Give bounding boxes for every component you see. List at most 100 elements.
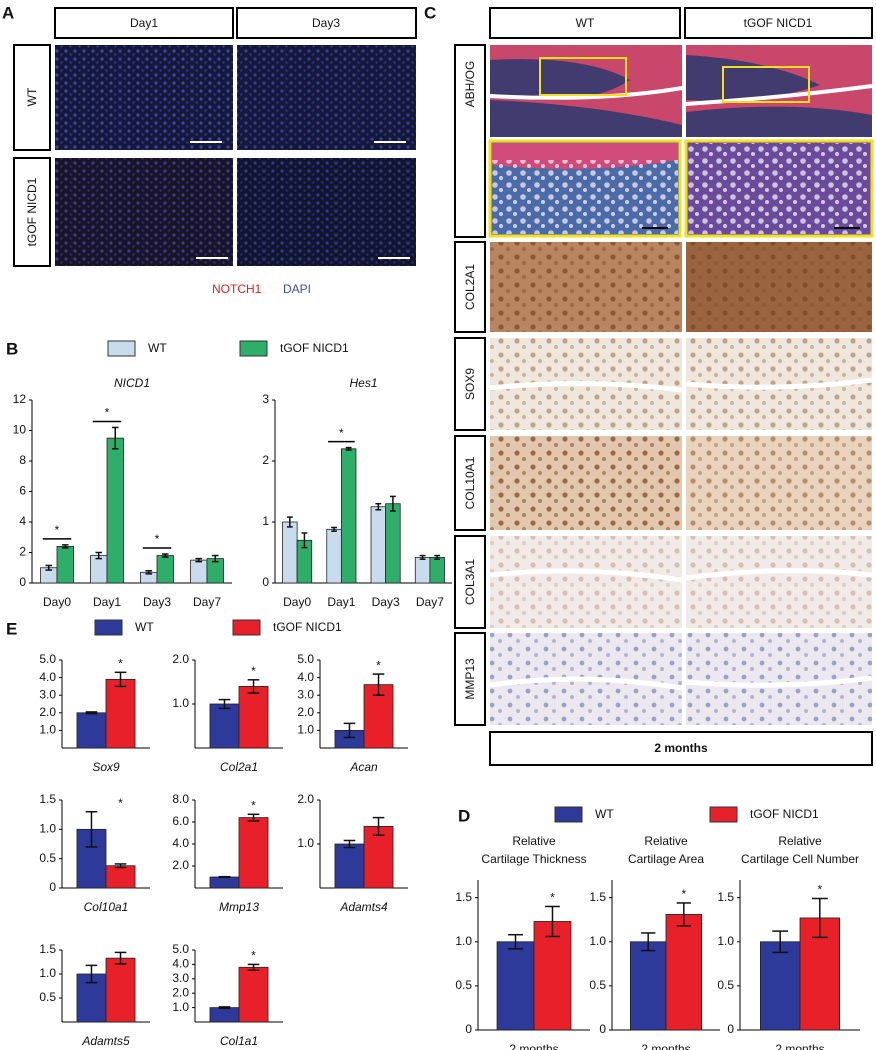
header-box <box>236 7 417 39</box>
significance: * <box>681 887 686 901</box>
micrograph <box>237 158 416 266</box>
y-tick-label: 8.0 <box>172 792 189 806</box>
micrograph <box>492 160 678 234</box>
x-tick-label: Day0 <box>43 595 71 609</box>
y-tick-label: 0 <box>727 1022 734 1036</box>
micrograph <box>686 55 872 137</box>
y-tick-label: 0.5 <box>39 851 56 865</box>
y-tick-label: 0 <box>19 575 26 589</box>
bar <box>370 506 387 584</box>
y-tick-label: 3.0 <box>39 687 56 701</box>
plot-title: Cartilage Thickness <box>481 852 586 866</box>
y-tick-label: 10 <box>13 423 27 437</box>
y-tick-label: 2.0 <box>297 705 314 719</box>
y-tick-label: 4.0 <box>172 836 189 850</box>
header-box <box>54 7 234 39</box>
row-box <box>454 535 486 629</box>
plot-title: NICD1 <box>114 376 150 390</box>
row-header: COL3A1 <box>463 559 477 605</box>
x-tick-label: 2 months <box>509 1042 558 1050</box>
bar <box>282 521 298 584</box>
y-tick-label: 8 <box>19 453 26 467</box>
bar <box>76 712 107 749</box>
bar <box>385 503 401 584</box>
significance: * <box>118 656 123 670</box>
bar <box>56 546 74 584</box>
significance: * <box>251 664 256 678</box>
micrograph <box>686 436 872 530</box>
y-tick-label: 1.5 <box>455 890 472 904</box>
x-tick-label: Day7 <box>416 595 444 609</box>
significance: * <box>550 891 555 905</box>
x-tick-label: Sox9 <box>92 760 120 774</box>
y-tick-label: 1.0 <box>717 934 734 948</box>
bar <box>326 528 342 584</box>
charts: B WT tGOF NICD1NICD1024681012Day0*Day1*Day… <box>6 339 860 1050</box>
y-tick-label: 1.0 <box>297 836 314 850</box>
micrograph <box>686 242 872 332</box>
legend-swatch <box>554 806 583 823</box>
bar <box>496 941 535 1031</box>
row-header: COL10A1 <box>463 456 477 509</box>
legend-label: tGOF NICD1 <box>750 807 819 821</box>
y-tick-label: 1.0 <box>297 723 314 737</box>
y-tick-label: 12 <box>13 392 27 406</box>
row-header: MMP13 <box>463 658 477 700</box>
y-tick-label: 2.0 <box>172 652 189 666</box>
y-tick-label: 2 <box>262 453 269 467</box>
bar <box>363 684 394 749</box>
panel-label: E <box>6 619 17 638</box>
micrograph <box>489 86 683 100</box>
panel-c: WT tGOF NICD1 ABH/OG COL2A1 SOX9 COL10A1… <box>454 7 874 766</box>
x-tick-label: Day3 <box>372 595 400 609</box>
y-tick-label: 0 <box>465 1022 472 1036</box>
y-tick-label: 0.5 <box>589 978 606 992</box>
row-box <box>13 157 51 267</box>
y-tick-label: 0.5 <box>717 978 734 992</box>
panel-label: B <box>6 339 18 358</box>
y-tick-label: 2.0 <box>39 705 56 719</box>
plot-title: Relative <box>644 834 688 848</box>
row-box <box>454 435 486 531</box>
x-tick-label: Day0 <box>283 595 311 609</box>
y-tick-label: 4 <box>19 514 26 528</box>
significance: * <box>251 949 256 963</box>
y-tick-label: 1 <box>262 514 269 528</box>
footer-box <box>489 731 873 766</box>
significance: * <box>376 658 381 672</box>
significance: * <box>155 532 160 546</box>
bar <box>105 865 136 889</box>
panel-label: A <box>2 3 14 22</box>
y-tick-label: 5.0 <box>297 652 314 666</box>
y-tick-label: 2.0 <box>172 985 189 999</box>
bar <box>90 555 108 584</box>
y-tick-label: 0 <box>262 575 269 589</box>
y-tick-label: 3.0 <box>172 971 189 985</box>
bar <box>105 678 136 749</box>
y-tick-label: 5.0 <box>172 942 189 956</box>
bar <box>760 941 801 1031</box>
micrograph <box>237 45 416 150</box>
panel-a: Day1 Day3 WT tGOF NICD1 NOTCH1 DAPI <box>13 7 417 296</box>
legend-label: tGOF NICD1 <box>280 341 349 355</box>
row-header: ABH/OG <box>463 61 477 108</box>
micrograph <box>55 45 233 150</box>
y-tick-label: 1.0 <box>39 822 56 836</box>
significance: * <box>105 406 110 420</box>
x-tick-label: Adamts4 <box>339 900 388 914</box>
x-tick-label: Day1 <box>327 595 355 609</box>
y-tick-label: 2 <box>19 545 26 559</box>
x-tick-label: Acan <box>349 760 378 774</box>
significance: * <box>251 798 256 812</box>
row-header: tGOF NICD1 <box>25 177 39 246</box>
row-box <box>13 44 51 151</box>
y-tick-label: 1.0 <box>589 934 606 948</box>
panel-label: C <box>424 3 436 22</box>
bar <box>429 556 445 584</box>
y-tick-label: 3 <box>262 392 269 406</box>
significance: * <box>339 426 344 440</box>
micrograph <box>685 84 873 106</box>
zoom-box <box>722 66 810 103</box>
micrograph <box>688 143 870 234</box>
